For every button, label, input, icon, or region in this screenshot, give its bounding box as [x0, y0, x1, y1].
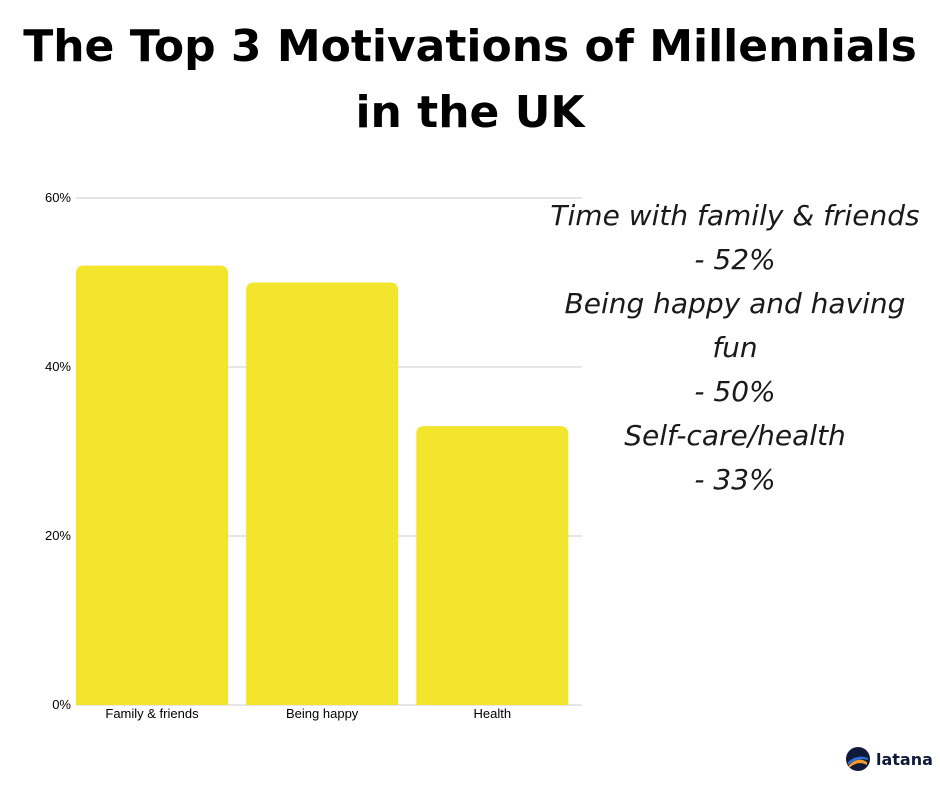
chart-title: The Top 3 Motivations of Millennials in … [0, 14, 940, 146]
latana-logo: latana [845, 745, 933, 773]
y-tick-label: 60% [45, 190, 71, 205]
annotation-line-5: - 50% [694, 375, 776, 408]
annotation-line-1: Time with family & friends [550, 199, 920, 232]
x-tick-label: Health [474, 706, 512, 721]
x-tick-label: Being happy [286, 706, 359, 721]
bar-chart: 0% 20% 40% 60% Family & friends Being happy He… [45, 190, 582, 721]
annotation-text: Time with family & friends - 52% Being h… [545, 194, 925, 502]
latana-logo-text: latana [876, 749, 933, 769]
chart-title-line-2: in the UK [355, 87, 585, 138]
annotation-line-6: Self-care/health [624, 419, 846, 452]
annotation-line-4: fun [712, 331, 758, 364]
x-tick-label: Family & friends [105, 706, 199, 721]
y-tick-label: 20% [45, 528, 71, 543]
bar [246, 282, 399, 705]
annotation-line-3: Being happy and having [564, 287, 906, 320]
chart-title-line-1: The Top 3 Motivations of Millennials [23, 21, 917, 72]
annotation-line-2: - 52% [694, 243, 776, 276]
bar [416, 426, 569, 705]
bar [76, 265, 228, 705]
latana-logo-icon [846, 747, 870, 771]
y-tick-label: 0% [52, 697, 71, 712]
y-tick-label: 40% [45, 359, 71, 374]
annotation-line-7: - 33% [694, 463, 776, 496]
